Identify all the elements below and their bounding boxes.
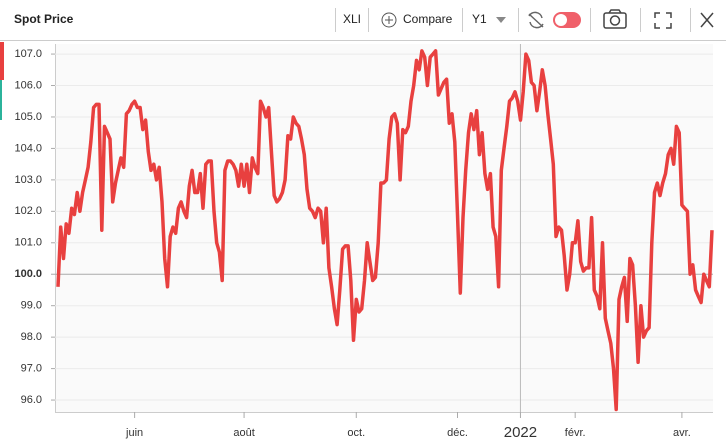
y-tick-label: 101.0 xyxy=(14,237,42,249)
y-tick-label: 97.0 xyxy=(21,363,42,375)
close-icon[interactable] xyxy=(700,12,714,28)
y-tick-label: 105.0 xyxy=(14,111,42,123)
side-marker xyxy=(0,42,4,80)
compare-icon[interactable] xyxy=(381,12,397,28)
compare-button[interactable]: Compare xyxy=(403,12,453,26)
y-tick-label: 100.0 xyxy=(14,268,42,280)
sync-icon[interactable] xyxy=(528,11,544,29)
symbol-button[interactable]: XLI xyxy=(343,12,361,26)
price-line xyxy=(56,49,714,412)
y-tick-label: 103.0 xyxy=(14,174,42,186)
side-marker xyxy=(0,80,2,120)
y-tick-label: 106.0 xyxy=(14,79,42,91)
x-tick-label: déc. xyxy=(447,427,468,439)
x-tick-label: févr. xyxy=(565,427,586,439)
y-tick-label: 99.0 xyxy=(21,300,42,312)
x-tick-label: août xyxy=(233,427,254,439)
camera-icon[interactable] xyxy=(603,9,627,29)
fullscreen-icon[interactable] xyxy=(654,12,672,29)
widget-title: Spot Price xyxy=(14,12,74,26)
dropdown-arrow[interactable] xyxy=(496,17,506,23)
x-tick-label: juin xyxy=(125,427,143,439)
y-tick-label: 102.0 xyxy=(14,205,42,217)
y-tick-label: 104.0 xyxy=(14,142,42,154)
toggle-knob xyxy=(555,14,567,26)
y-tick-label: 107.0 xyxy=(14,48,42,60)
x-tick-label: oct. xyxy=(347,427,365,439)
y-tick-label: 96.0 xyxy=(21,394,42,406)
x-tick-label: 2022 xyxy=(504,424,537,441)
x-tick-label: avr. xyxy=(673,427,691,439)
y-tick-label: 98.0 xyxy=(21,331,42,343)
axis-selector[interactable]: Y1 xyxy=(472,12,487,26)
plot-area xyxy=(55,44,713,412)
toolbar-separators xyxy=(335,8,691,32)
